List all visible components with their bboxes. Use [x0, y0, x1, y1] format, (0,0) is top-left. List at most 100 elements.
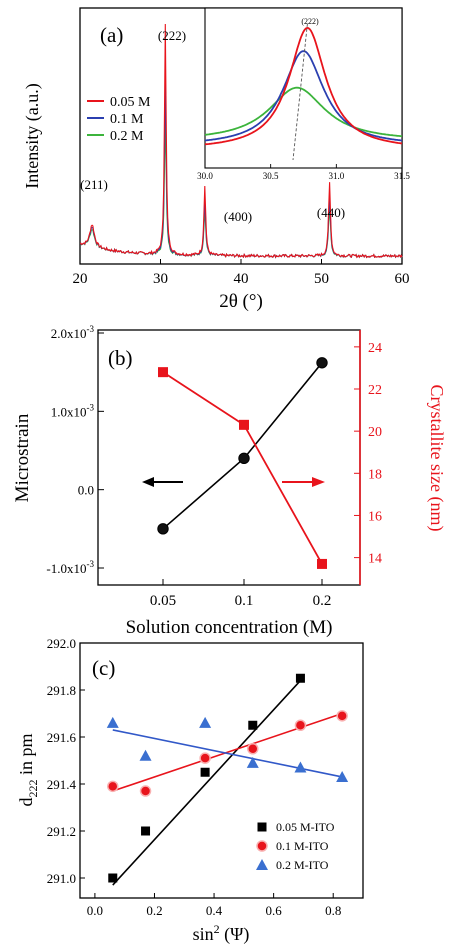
right-tick-label: 14 — [368, 552, 382, 567]
y-tick-label: 292.0 — [47, 636, 76, 651]
data-point — [139, 785, 152, 797]
y-tick-label: 291.2 — [47, 824, 76, 839]
panel-c-frame — [79, 642, 364, 899]
microstrain-point — [238, 452, 250, 465]
inset-x-tick-label: 31.5 — [394, 171, 410, 181]
right-tick-label: 16 — [368, 509, 382, 524]
panel-c-xlabel-suffix: (Ψ) — [220, 924, 250, 945]
panel-c-xlabel-sup: 2 — [214, 922, 220, 936]
x-tick-label: 0.0 — [87, 903, 103, 918]
panel-c-xlabel: sin2 (Ψ) — [193, 922, 250, 945]
fit-line — [112, 680, 302, 886]
panel-a-xlabel: 2θ (°) — [219, 291, 263, 312]
legend-label: 0.2 M-ITO — [276, 858, 329, 872]
panel-b-x-ticks: 0.05 0.1 0.2 — [150, 579, 332, 609]
peak-label: (222) — [158, 28, 186, 43]
panel-b-series — [157, 357, 328, 569]
arrow-left-head — [142, 477, 154, 487]
peak-label: (440) — [317, 205, 345, 220]
panel-a-inset: (222) 30.0 30.5 31.0 31.5 — [197, 7, 410, 181]
panel-b-label: (b) — [108, 346, 133, 370]
inset-trace — [204, 86, 403, 138]
peak-label: (400) — [224, 209, 252, 224]
data-point — [294, 761, 307, 773]
x-tick-label: 60 — [395, 271, 410, 287]
right-tick-label: 20 — [368, 425, 382, 440]
xrd-trace — [79, 23, 403, 259]
panel-a-label: (a) — [100, 23, 123, 47]
data-point — [107, 780, 119, 793]
left-tick-label: -1.0x10-3 — [46, 559, 94, 576]
legend-label: 0.05 M — [110, 95, 151, 110]
x-tick-label: 0.2 — [313, 593, 332, 609]
inset-trace — [204, 26, 403, 146]
inset-peak-shift-line — [292, 23, 308, 161]
data-point — [141, 826, 151, 836]
legend-marker — [257, 822, 267, 832]
left-tick-mantissa: 0.0 — [78, 483, 94, 498]
panel-b: (b) -1.0x10-30.01.0x10-32.0x10-3 1416182… — [12, 324, 447, 638]
legend-label: 0.05 M-ITO — [276, 820, 335, 834]
peak-label: (211) — [80, 177, 108, 192]
y-tick-label: 291.0 — [47, 871, 76, 886]
panel-c-x-ticks: 0.0 0.2 0.4 0.6 0.8 — [87, 893, 341, 918]
panel-a-peak-labels: (211) (222) (400) (440) — [80, 28, 345, 224]
data-point — [200, 767, 210, 777]
panel-c-points — [106, 673, 349, 883]
crystallite-point — [239, 419, 249, 430]
left-tick-mantissa: 2.0x10 — [51, 326, 87, 341]
left-tick-mantissa: 1.0x10 — [51, 404, 87, 419]
data-point — [199, 752, 211, 764]
inset-trace — [204, 50, 403, 142]
legend-label: 0.2 M — [110, 129, 144, 144]
panel-a-traces — [79, 23, 403, 259]
crystallite-point — [158, 367, 168, 378]
panel-c-fit-lines — [112, 680, 343, 886]
panel-c-label: (c) — [92, 656, 115, 680]
x-tick-label: 0.1 — [235, 593, 254, 609]
panel-b-xlabel: Solution concentration (M) — [126, 617, 333, 638]
inset-peak-label: (222) — [301, 17, 319, 26]
data-point — [336, 770, 349, 782]
panel-c-ylabel: d222 in pm — [16, 733, 40, 806]
panel-b-left-ticks: -1.0x10-30.01.0x10-32.0x10-3 — [46, 324, 104, 576]
data-point — [108, 873, 118, 883]
x-tick-label: 0.8 — [325, 903, 341, 918]
panel-c-ylabel-main: d — [16, 798, 36, 807]
data-point — [295, 673, 305, 683]
panel-c-legend: 0.05 M-ITO 0.1 M-ITO 0.2 M-ITO — [256, 820, 335, 872]
crystallite-line — [162, 371, 323, 565]
left-tick-exponent: -3 — [87, 402, 95, 412]
right-tick-label: 22 — [368, 383, 382, 398]
right-tick-label: 24 — [368, 341, 382, 356]
panel-c-ylabel-suffix: in pm — [16, 733, 36, 779]
crystallite-point — [317, 558, 327, 569]
x-tick-label: 0.05 — [150, 593, 176, 609]
microstrain-point — [157, 523, 169, 535]
data-point — [246, 756, 259, 768]
panel-a-ylabel: Intensity (a.u.) — [22, 83, 43, 188]
panel-a: (a) 20 30 40 50 60 (211) (222) (400) (440) 0.05… — [22, 7, 410, 312]
y-tick-label: 291.4 — [47, 777, 77, 792]
legend-marker — [256, 840, 268, 852]
x-tick-label: 20 — [73, 271, 88, 287]
inset-frame — [204, 7, 403, 169]
inset-x-tick-label: 31.0 — [328, 171, 344, 181]
left-tick-exponent: -3 — [87, 324, 95, 334]
data-point — [247, 743, 259, 755]
inset-x-tick-label: 30.5 — [263, 171, 279, 181]
inset-x-tick-label: 30.0 — [197, 171, 213, 181]
data-point — [199, 716, 212, 728]
y-tick-label: 291.6 — [47, 730, 77, 745]
panel-b-right-ylabel: Crystallite size (nm) — [426, 385, 447, 532]
x-tick-label: 0.4 — [206, 903, 223, 918]
x-tick-label: 0.2 — [146, 903, 162, 918]
panel-c-xlabel-main: sin — [193, 924, 214, 944]
panel-c-ylabel-sub: 222 — [26, 780, 40, 798]
x-tick-label: 30 — [153, 271, 168, 287]
data-point — [336, 710, 348, 722]
fit-line — [112, 712, 343, 792]
left-tick-label: 1.0x10-3 — [51, 402, 95, 419]
